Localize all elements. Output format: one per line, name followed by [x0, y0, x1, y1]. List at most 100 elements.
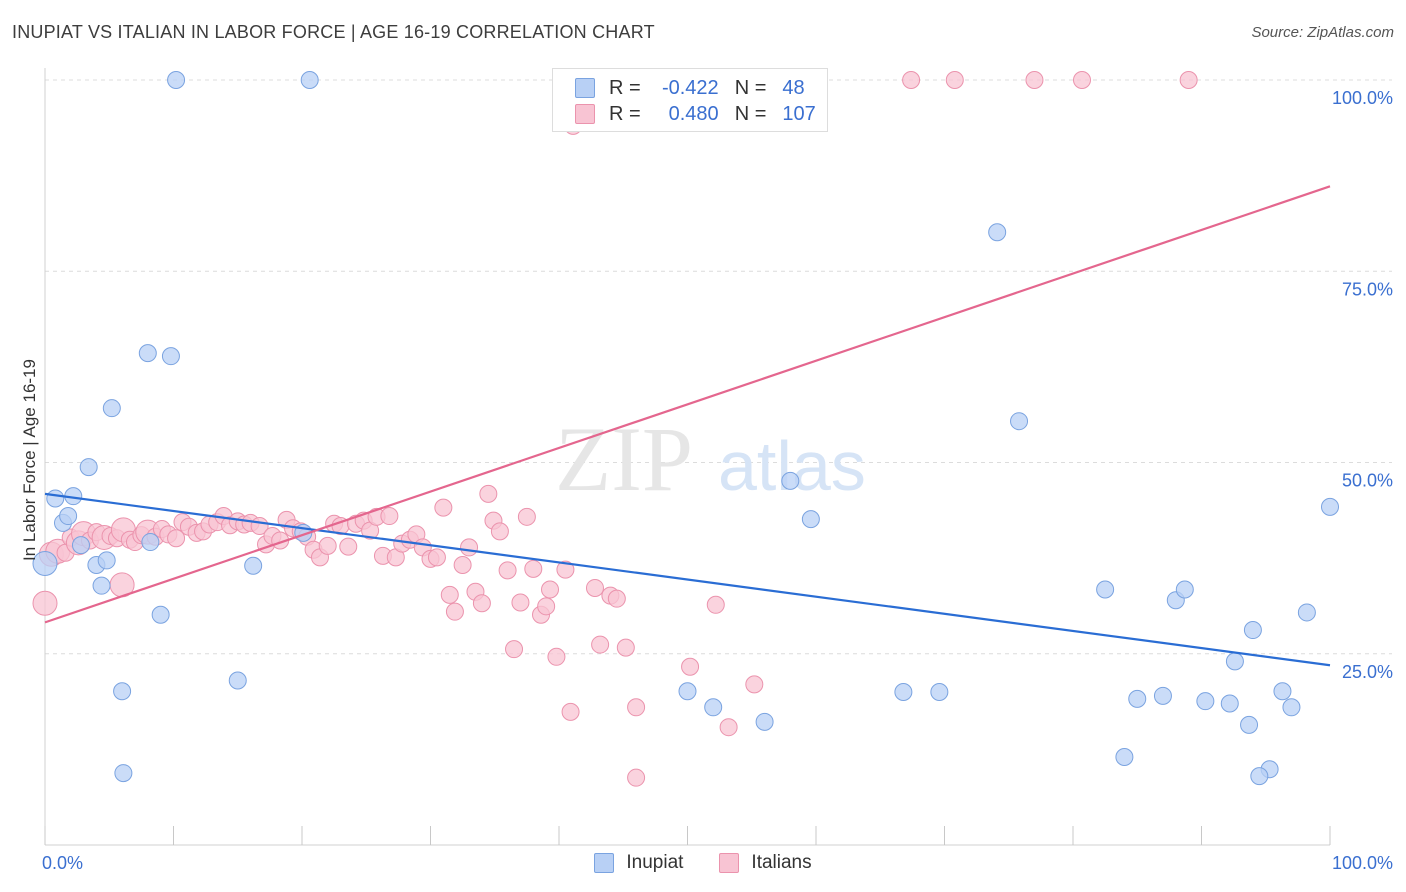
italians-point	[627, 698, 646, 717]
inupiat-point	[1282, 698, 1301, 717]
n-value: 107	[782, 102, 816, 125]
italians-point	[453, 556, 472, 575]
italians-point	[339, 537, 358, 556]
inupiat-point	[167, 71, 186, 89]
inupiat-points	[32, 71, 1339, 786]
legend-item-italians[interactable]: Italians	[719, 852, 812, 874]
inupiat-point	[141, 533, 160, 552]
inupiat-point	[704, 698, 723, 717]
italians-point	[607, 589, 626, 608]
inupiat-point	[678, 682, 697, 701]
italians-point	[440, 585, 459, 604]
italians-point	[479, 484, 498, 503]
inupiat-point	[1010, 412, 1029, 431]
inupiat-point	[1128, 689, 1147, 708]
y-tick-label: 50.0%	[1342, 471, 1393, 491]
italians-point	[505, 640, 524, 659]
inupiat-point	[102, 399, 121, 418]
italians-point	[537, 597, 556, 616]
inupiat-point	[244, 556, 263, 575]
watermark-zip: ZIP	[555, 408, 693, 510]
inupiat-point	[59, 507, 78, 526]
inupiat-point	[228, 671, 247, 690]
inupiat-point	[894, 683, 913, 701]
inupiat-point	[114, 764, 133, 783]
inupiat-point	[1175, 580, 1194, 599]
n-label: N =	[734, 102, 767, 125]
italians-point	[490, 522, 509, 541]
legend-label: Inupiat	[626, 852, 684, 873]
inupiat-point	[113, 682, 132, 701]
inupiat-point	[1153, 686, 1172, 705]
y-axis-label: In Labor Force | Age 16-19	[20, 359, 39, 561]
source-label: Source: ZipAtlas.com	[1251, 24, 1394, 41]
italians-point	[460, 538, 479, 557]
x-tick-label: 100.0%	[1332, 853, 1393, 873]
inupiat-point	[79, 458, 98, 477]
legend-item-inupiat[interactable]: Inupiat	[594, 852, 683, 874]
inupiat-point	[801, 510, 820, 529]
legend-label: Italians	[751, 852, 812, 873]
italians-point	[524, 559, 543, 578]
italians-swatch	[719, 853, 740, 873]
italians-point	[1179, 71, 1198, 89]
italians-point	[445, 602, 464, 621]
italians-trend-line	[44, 185, 1331, 624]
italians-point	[585, 578, 604, 597]
inupiat-trend-line	[44, 492, 1331, 667]
inupiat-point	[300, 71, 319, 89]
italians-point	[517, 507, 536, 526]
inupiat-swatch	[594, 853, 615, 873]
italians-point	[627, 768, 646, 787]
inupiat-point	[97, 551, 116, 570]
italians-point	[547, 647, 566, 666]
y-tick-label: 25.0%	[1342, 662, 1393, 682]
axes	[44, 68, 1331, 846]
x-tick-label: 0.0%	[42, 853, 83, 873]
y-tick-label: 100.0%	[1332, 88, 1393, 108]
inupiat-point	[1297, 603, 1316, 622]
inupiat-point	[781, 471, 800, 490]
italians-point	[427, 548, 446, 567]
italians-point	[434, 498, 453, 517]
series-legend: Inupiat Italians	[0, 852, 1406, 874]
inupiat-point	[1321, 497, 1339, 516]
inupiat-point	[988, 223, 1007, 242]
correlation-legend: R = -0.422 N = 48 R = 0.480 N = 107	[552, 68, 828, 132]
inupiat-point	[1250, 767, 1269, 786]
inupiat-point	[32, 550, 58, 576]
legend-row-inupiat: R = -0.422 N = 48	[575, 76, 805, 100]
inupiat-point	[161, 347, 180, 366]
italians-point	[745, 675, 764, 694]
inupiat-point	[1273, 682, 1292, 701]
italians-point	[541, 580, 560, 599]
inupiat-point	[1196, 692, 1215, 711]
inupiat-point	[1115, 748, 1134, 767]
italians-point	[498, 561, 517, 580]
inupiat-swatch	[575, 78, 595, 98]
italians-point	[380, 507, 399, 526]
italians-point	[719, 718, 738, 737]
watermark-atlas: atlas	[718, 427, 866, 505]
watermark: ZIP atlas	[555, 408, 866, 510]
italians-point	[902, 71, 921, 89]
inupiat-point	[92, 576, 111, 595]
italians-point	[616, 638, 635, 657]
italians-point	[1072, 71, 1091, 89]
italians-point	[511, 593, 530, 612]
italians-point	[561, 702, 580, 721]
italians-point	[706, 595, 725, 614]
inupiat-point	[1220, 694, 1239, 713]
inupiat-point	[71, 536, 90, 555]
inupiat-point	[930, 683, 949, 701]
italians-point	[472, 594, 491, 613]
inupiat-point	[1225, 652, 1244, 671]
inupiat-point	[138, 344, 157, 363]
italians-point	[318, 536, 337, 555]
inupiat-point	[1096, 580, 1115, 599]
italians-point	[591, 635, 610, 654]
italians-point	[32, 590, 58, 616]
inupiat-point	[755, 712, 774, 731]
r-label: R =	[609, 76, 641, 99]
